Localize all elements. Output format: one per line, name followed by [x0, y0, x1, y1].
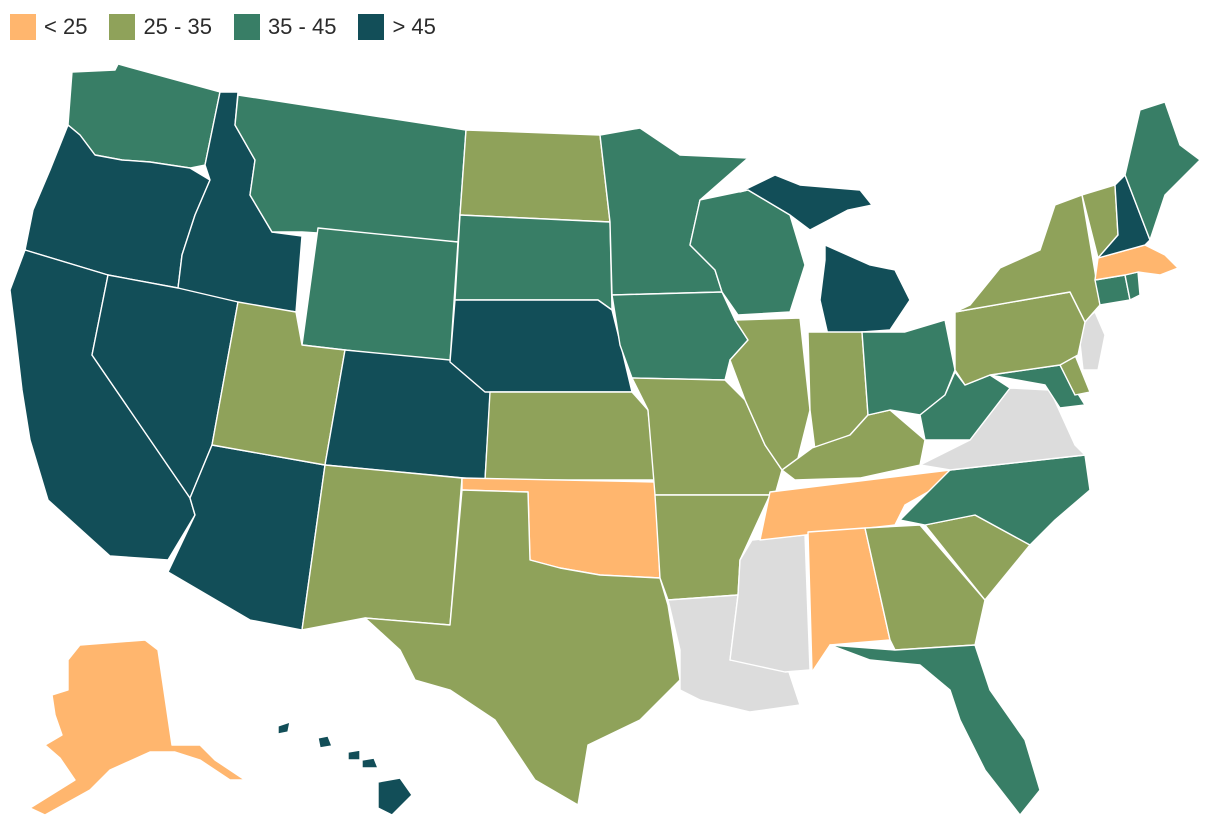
state-ne[interactable] — [449, 299, 633, 393]
legend-swatch — [109, 14, 136, 40]
state-nm[interactable] — [301, 464, 463, 631]
state-sd[interactable] — [454, 214, 613, 311]
legend-swatch — [233, 14, 260, 40]
state-ak[interactable] — [29, 639, 246, 816]
state-fl[interactable] — [829, 644, 1041, 816]
state-mi[interactable] — [739, 174, 911, 336]
state-ks[interactable] — [484, 391, 656, 481]
legend-swatch — [10, 14, 36, 40]
state-hi[interactable] — [277, 721, 413, 816]
legend-label: > 45 — [392, 14, 436, 39]
state-me[interactable] — [1124, 101, 1201, 241]
map-legend: < 25 25 - 35 35 - 45 > 45 — [10, 10, 458, 44]
state-ia[interactable] — [611, 291, 749, 381]
state-wi[interactable] — [689, 189, 806, 316]
legend-swatch — [358, 14, 385, 40]
state-nd[interactable] — [459, 129, 611, 223]
state-il[interactable] — [729, 317, 811, 471]
state-mt[interactable] — [234, 94, 467, 243]
state-al[interactable] — [807, 527, 891, 673]
state-ny[interactable] — [954, 194, 1101, 323]
legend-label: 35 - 45 — [267, 14, 337, 39]
state-ky[interactable] — [781, 409, 926, 481]
state-tx[interactable] — [364, 489, 681, 806]
legend-item-under-25[interactable]: < 25 — [10, 14, 87, 40]
state-wy[interactable] — [301, 227, 459, 363]
legend-item-35-45[interactable]: 35 - 45 — [233, 14, 337, 40]
legend-label: < 25 — [44, 14, 88, 39]
state-ms[interactable] — [729, 534, 811, 673]
legend-item-25-35[interactable]: 25 - 35 — [109, 14, 212, 40]
legend-item-over-45[interactable]: > 45 — [358, 14, 436, 40]
legend-label: 25 - 35 — [143, 14, 212, 39]
